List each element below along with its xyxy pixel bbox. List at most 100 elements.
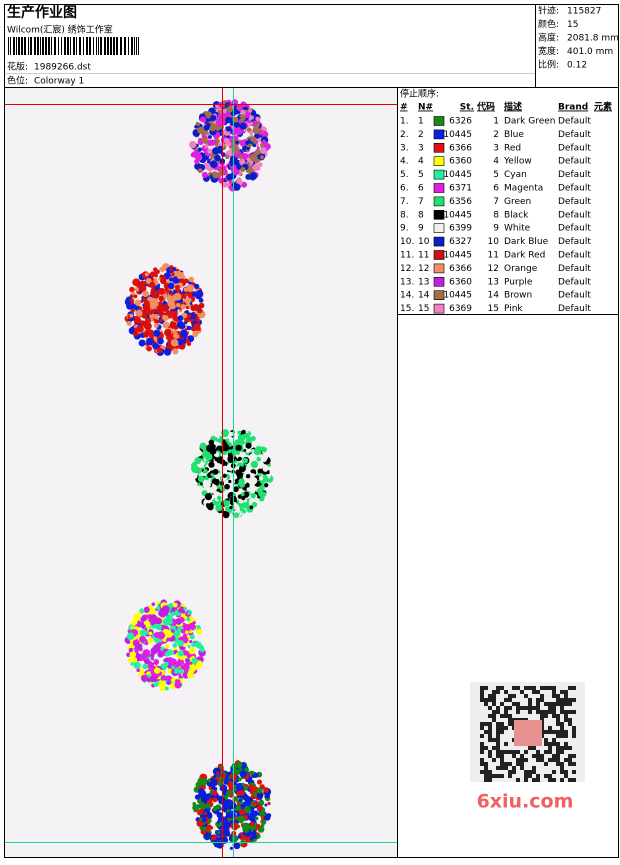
- stitch: [222, 473, 227, 478]
- qr-cell: [496, 738, 500, 742]
- description: Orange: [504, 264, 538, 274]
- stitches: 6371: [449, 184, 472, 194]
- description: Green: [504, 197, 531, 207]
- stitch: [151, 602, 156, 607]
- qr-cell: [504, 742, 508, 746]
- qr-cell: [564, 730, 568, 734]
- qr-cell: [572, 754, 576, 758]
- stitch: [144, 317, 151, 324]
- stitch: [136, 668, 141, 673]
- qr-cell: [560, 726, 564, 730]
- qr-cell: [572, 778, 576, 782]
- stitch: [144, 630, 149, 635]
- qr-cell: [504, 690, 508, 694]
- bar: [37, 37, 39, 55]
- stitch: [153, 659, 160, 665]
- qr-cell: [488, 754, 492, 758]
- code: 9: [493, 224, 499, 234]
- qr-cell: [524, 758, 528, 762]
- stitch: [158, 610, 165, 617]
- color-swatch: [433, 236, 445, 247]
- qr-cell: [540, 710, 544, 714]
- qr-cell: [552, 738, 556, 742]
- qr-cell: [516, 750, 520, 754]
- stitch: [157, 287, 165, 295]
- stitch: [147, 678, 151, 683]
- stitch: [159, 301, 163, 305]
- stitch: [233, 501, 237, 506]
- stitches: 10445: [443, 251, 472, 261]
- stitch: [238, 834, 242, 839]
- stitch: [198, 137, 202, 142]
- stitch: [139, 608, 145, 614]
- stitch: [264, 792, 271, 799]
- stitch: [241, 782, 245, 787]
- stitch: [243, 785, 249, 791]
- bar: [40, 37, 41, 55]
- stitch: [251, 802, 256, 806]
- stitch: [138, 339, 146, 347]
- qr-cell: [536, 758, 540, 762]
- qr-cell: [536, 702, 540, 706]
- stitch: [175, 618, 182, 625]
- stitches: 6326: [449, 117, 472, 127]
- stitch: [138, 672, 143, 678]
- stitch: [220, 784, 228, 792]
- stitch: [185, 658, 190, 663]
- qr-cell: [564, 758, 568, 762]
- bar: [54, 37, 56, 55]
- color-swatch: [433, 223, 445, 233]
- stitch: [198, 808, 204, 814]
- description: Blue: [504, 130, 524, 140]
- qr-cell: [536, 690, 540, 694]
- stitch: [258, 162, 263, 167]
- qr-cell: [556, 742, 560, 746]
- stitch: [196, 628, 203, 635]
- qr-cell: [496, 710, 500, 714]
- qr-cell: [560, 710, 564, 714]
- qr-cell: [568, 754, 572, 758]
- stat-label: 高度:: [538, 32, 559, 44]
- bar: [107, 37, 109, 55]
- stitch: [139, 629, 147, 637]
- description: Dark Green: [504, 117, 555, 127]
- stitch: [215, 143, 219, 148]
- qr-cell: [544, 742, 548, 746]
- bar: [96, 37, 97, 55]
- stitch: [198, 788, 205, 795]
- stitch: [165, 334, 172, 341]
- stitch: [205, 802, 211, 809]
- qr-cell: [528, 702, 532, 706]
- stitch: [205, 795, 210, 801]
- qr-cell: [484, 730, 488, 734]
- stitch: [262, 466, 269, 472]
- stitch: [135, 309, 143, 317]
- stitch: [178, 673, 182, 677]
- qr-cell: [564, 770, 568, 774]
- stitch: [222, 802, 229, 809]
- stitch: [189, 640, 193, 644]
- code: 11: [488, 251, 499, 261]
- stitch: [185, 306, 189, 310]
- stitch: [206, 811, 213, 818]
- description: Black: [504, 210, 529, 220]
- qr-cell: [540, 698, 544, 702]
- qr-cell: [560, 762, 564, 766]
- qr-cell: [480, 694, 484, 698]
- stitch: [174, 284, 180, 290]
- stitch: [158, 295, 165, 302]
- stitch: [229, 505, 233, 510]
- bar: [16, 37, 17, 55]
- stitch: [146, 345, 152, 352]
- stitch: [134, 305, 139, 311]
- stitch: [142, 296, 147, 302]
- stitch: [164, 663, 168, 667]
- stitches: 10445: [443, 210, 472, 220]
- qr-cell: [508, 750, 512, 754]
- stitch: [140, 616, 147, 623]
- color-swatch: [433, 263, 445, 274]
- stitch: [261, 446, 267, 453]
- stitch: [212, 171, 219, 179]
- stitch: [170, 310, 178, 319]
- stitch: [149, 614, 157, 622]
